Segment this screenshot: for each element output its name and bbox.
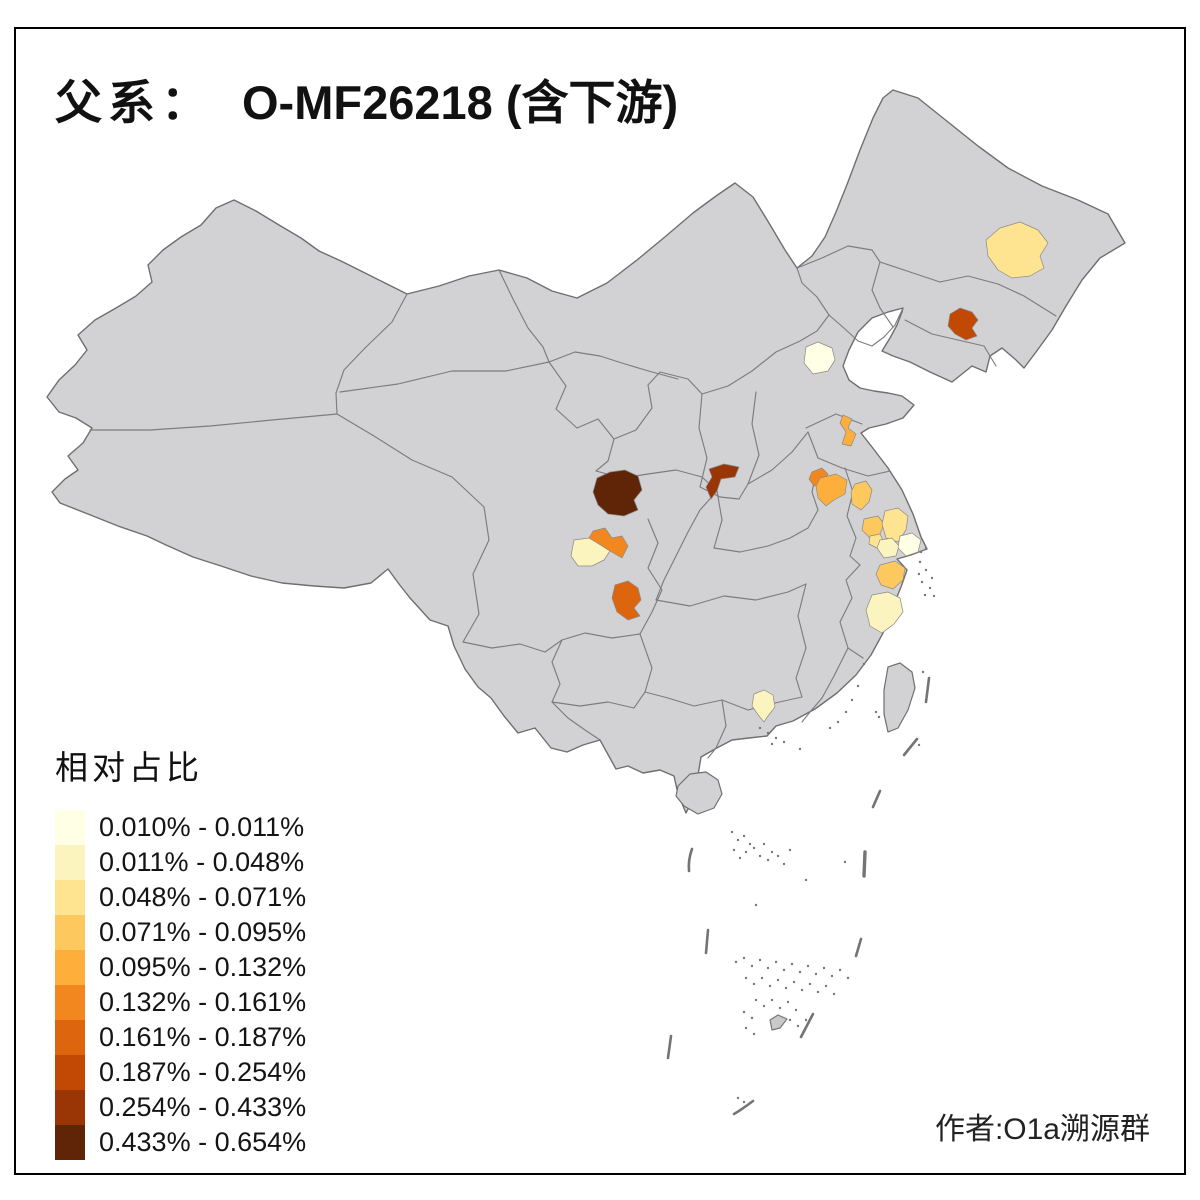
hainan-island [675,771,723,815]
legend-item: 0.161% - 0.187% [55,1020,306,1055]
islands [675,662,916,1031]
region-xuzhou [815,473,848,507]
legend-item: 0.095% - 0.132% [55,950,306,985]
legend-label: 0.433% - 0.654% [99,1127,307,1157]
legend-label: 0.132% - 0.161% [99,987,307,1017]
legend-label: 0.095% - 0.132% [99,952,307,982]
region-suqian [850,480,873,511]
legend-swatch [55,880,85,915]
china-mainland [46,89,1126,814]
title-prefix: 父系： [55,76,214,131]
legend-item: 0.254% - 0.433% [55,1090,306,1125]
legend-swatch [55,950,85,985]
taiwan-island [883,662,916,733]
legend-label: 0.071% - 0.095% [99,917,307,947]
legend: 相对占比 0.010% - 0.011% 0.011% - 0.048% 0.048… [55,741,306,1160]
legend-item: 0.132% - 0.161% [55,985,306,1020]
highlighted-prefectures [570,221,1049,723]
legend-swatch [55,915,85,950]
region-yuncheng [705,463,740,500]
region-suihua [985,221,1049,279]
legend-swatch [55,845,85,880]
spratly-main-island [769,1014,788,1031]
legend-item: 0.011% - 0.048% [55,845,306,880]
legend-label: 0.161% - 0.187% [99,1022,307,1052]
title-haplogroup: O-MF26218 (含下游) [242,76,679,129]
legend-title: 相对占比 [55,749,203,786]
region-guangzhou [751,689,776,723]
author-credit: 作者:O1a溯源群 [934,1113,1150,1146]
region-zigong [611,580,642,621]
legend-swatch [55,985,85,1020]
region-mianyang [588,527,629,559]
legend-item: 0.433% - 0.654% [55,1125,306,1160]
legend-label: 0.010% - 0.011% [99,812,305,842]
region-nantong [897,532,922,557]
region-beijing [803,341,836,375]
region-longnan [592,469,643,517]
legend-swatch [55,1020,85,1055]
region-jinan [839,414,857,447]
figure-title: 父系： O-MF26218 (含下游) [55,64,678,133]
legend-label: 0.187% - 0.254% [99,1057,307,1087]
legend-swatch [55,1125,85,1160]
legend-item: 0.187% - 0.254% [55,1055,306,1090]
legend-label: 0.048% - 0.071% [99,882,307,912]
island-dots [730,546,936,1104]
region-taizhou-js [876,537,900,559]
legend-swatch [55,1090,85,1125]
nine-dash-line [666,676,931,1116]
legend-item: 0.010% - 0.011% [55,810,306,845]
legend-swatch [55,1055,85,1090]
province-borders [89,245,1057,759]
legend-items: 0.010% - 0.011% 0.011% - 0.048% 0.048% - 0… [55,810,306,1160]
legend-item: 0.048% - 0.071% [55,880,306,915]
region-jilin-city [947,307,979,341]
region-taizhou-zj [865,591,904,634]
legend-label: 0.254% - 0.433% [99,1092,307,1122]
region-shaoxing [875,560,906,590]
legend-swatch [55,810,85,845]
legend-item: 0.071% - 0.095% [55,915,306,950]
legend-label: 0.011% - 0.048% [99,847,305,877]
